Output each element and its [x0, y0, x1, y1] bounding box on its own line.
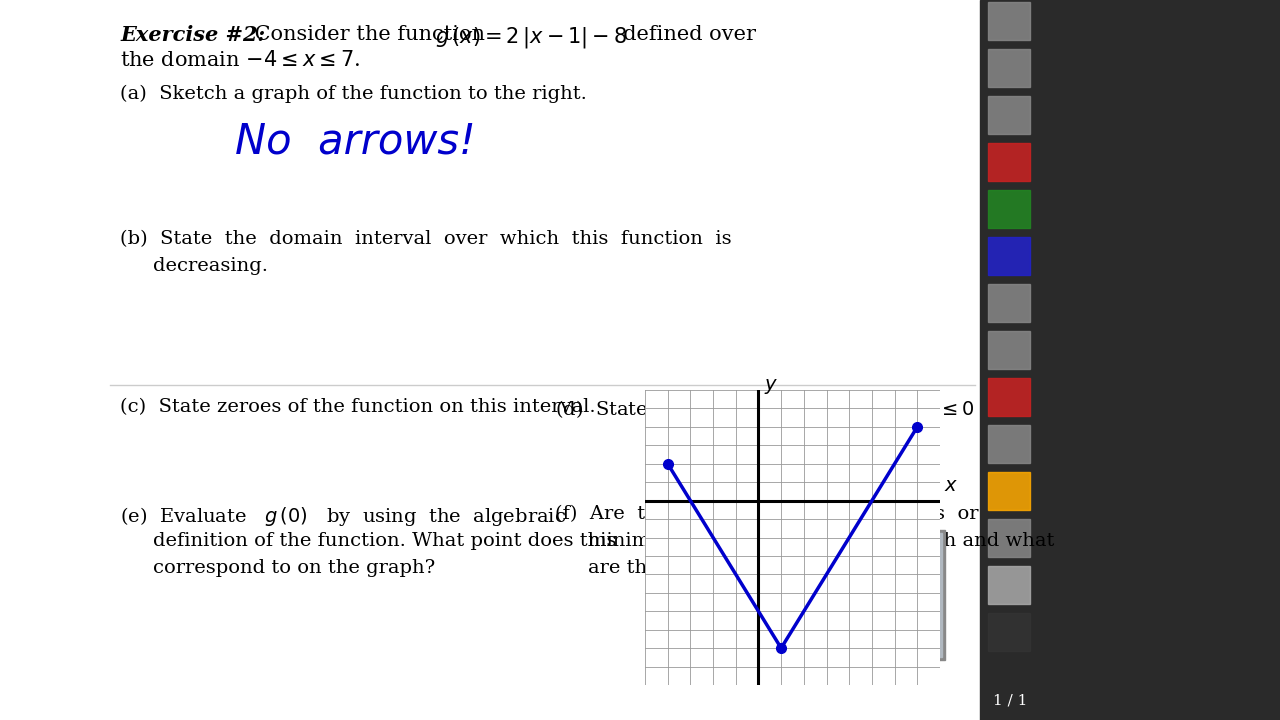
Text: (a)  Sketch a graph of the function to the right.: (a) Sketch a graph of the function to th… [120, 85, 586, 103]
Text: are their coordinates?: are their coordinates? [588, 559, 808, 577]
Bar [988, 425, 1030, 463]
Text: (e)  Evaluate   $g\,(0)$   by  using  the  algebraic: (e) Evaluate $g\,(0)$ by using the algeb… [120, 505, 566, 528]
Bar [755, 530, 945, 660]
Bar [988, 143, 1030, 181]
Bar [988, 472, 1030, 510]
Text: Exercise #2:: Exercise #2: [120, 25, 265, 45]
Text: (f)  Are  there  any  relative  maximums  or: (f) Are there any relative maximums or [556, 505, 978, 523]
Bar [988, 49, 1030, 87]
Text: $x$: $x$ [945, 476, 959, 495]
Bar [988, 284, 1030, 322]
Ellipse shape [827, 545, 873, 585]
Text: defined over: defined over [611, 25, 756, 44]
Bar [758, 533, 942, 657]
Bar [110, 0, 980, 720]
Bar [988, 519, 1030, 557]
Bar [988, 96, 1030, 134]
Text: correspond to on the graph?: correspond to on the graph? [154, 559, 435, 577]
Text: decreasing.: decreasing. [154, 257, 268, 275]
Text: $y$: $y$ [764, 377, 778, 396]
Bar [988, 378, 1030, 416]
Bar [988, 613, 1030, 651]
Text: the domain $-4 \leq x \leq 7$.: the domain $-4 \leq x \leq 7$. [120, 50, 360, 70]
Text: minimums on the graph? If so, which and what: minimums on the graph? If so, which and … [588, 532, 1055, 550]
Bar [988, 2, 1030, 40]
Bar [988, 190, 1030, 228]
Bar [988, 331, 1030, 369]
Text: Consider the function: Consider the function [248, 25, 498, 44]
Bar [820, 575, 881, 635]
Bar [980, 0, 1280, 720]
Text: (b)  State  the  domain  interval  over  which  this  function  is: (b) State the domain interval over which… [120, 230, 732, 248]
Text: (d)  State the interval over which  $g\,(x)\leq 0$: (d) State the interval over which $g\,(x… [556, 398, 974, 421]
Text: $g\,(x)=2\,|x-1|-8$: $g\,(x)=2\,|x-1|-8$ [435, 25, 627, 50]
Bar [988, 566, 1030, 604]
Text: (c)  State zeroes of the function on this interval.: (c) State zeroes of the function on this… [120, 398, 595, 416]
Text: No  arrows!: No arrows! [236, 120, 476, 162]
Bar [988, 237, 1030, 275]
Text: definition of the function. What point does this: definition of the function. What point d… [154, 532, 617, 550]
Text: 1 / 1: 1 / 1 [993, 694, 1027, 708]
